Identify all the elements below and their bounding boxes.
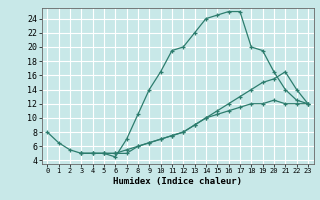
- X-axis label: Humidex (Indice chaleur): Humidex (Indice chaleur): [113, 177, 242, 186]
